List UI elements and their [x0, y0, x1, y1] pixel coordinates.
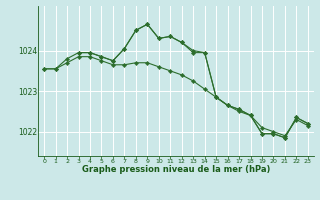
X-axis label: Graphe pression niveau de la mer (hPa): Graphe pression niveau de la mer (hPa) — [82, 165, 270, 174]
